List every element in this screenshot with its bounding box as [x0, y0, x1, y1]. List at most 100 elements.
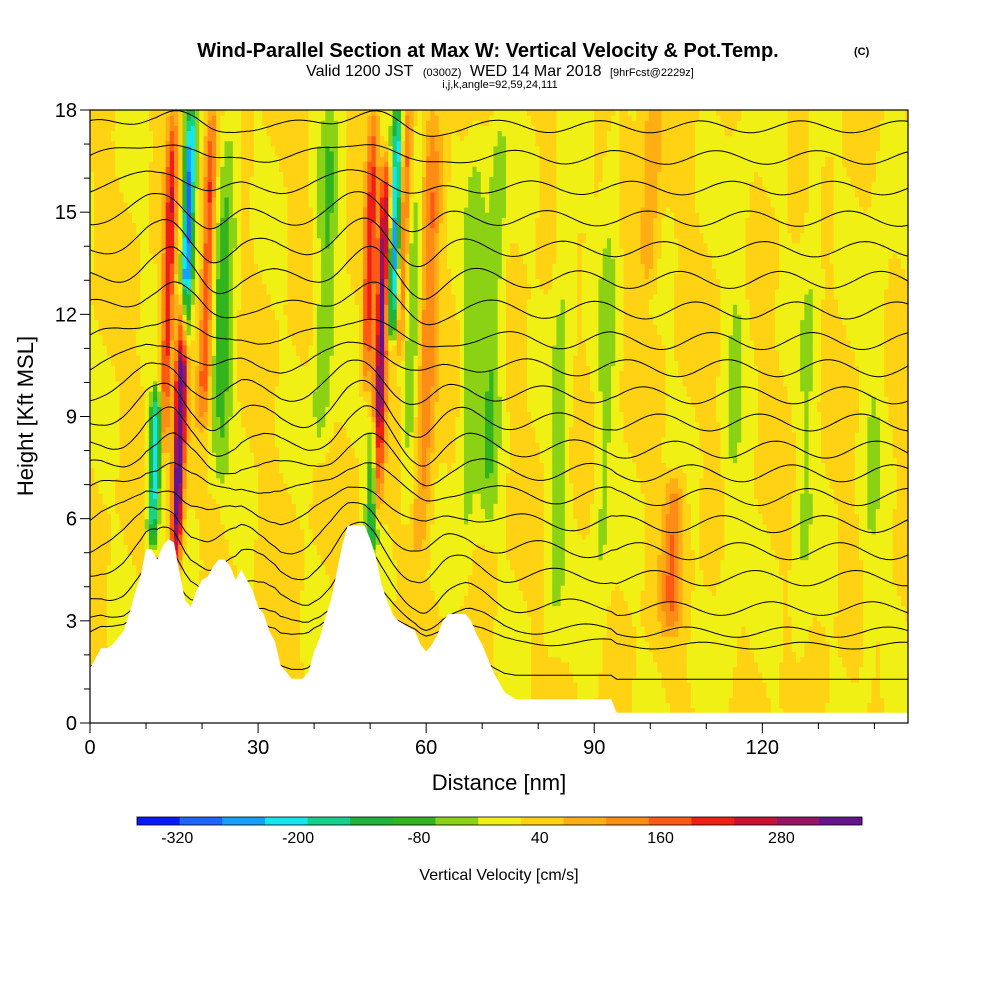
velocity-cell — [203, 207, 209, 213]
velocity-cell — [241, 176, 247, 183]
velocity-cell — [211, 140, 217, 147]
velocity-cell — [127, 416, 133, 423]
velocity-cell — [211, 273, 217, 280]
velocity-cell — [199, 457, 205, 464]
velocity-cell — [127, 472, 133, 479]
velocity-cell — [132, 513, 137, 520]
velocity-cell — [115, 493, 121, 499]
velocity-cell — [253, 253, 259, 259]
velocity-cell — [169, 115, 175, 121]
velocity-cell — [228, 293, 234, 300]
velocity-cell — [232, 513, 238, 520]
velocity-cell — [195, 436, 200, 443]
velocity-cell — [140, 431, 146, 438]
velocity-cell — [253, 314, 259, 321]
velocity-cell — [190, 411, 196, 418]
velocity-cell — [153, 299, 158, 305]
velocity-cell — [232, 181, 238, 188]
velocity-cell — [241, 380, 247, 387]
velocity-cell — [199, 324, 205, 331]
velocity-cell — [182, 329, 188, 336]
velocity-cell — [123, 390, 129, 397]
velocity-cell — [161, 462, 167, 469]
velocity-cell — [262, 406, 268, 412]
velocity-cell — [165, 314, 171, 321]
velocity-cell — [144, 329, 150, 336]
velocity-cell — [157, 314, 163, 321]
velocity-cell — [148, 344, 154, 351]
velocity-cell — [258, 513, 263, 520]
velocity-cell — [186, 401, 192, 407]
velocity-cell — [220, 242, 226, 249]
velocity-cell — [224, 375, 230, 382]
velocity-cell — [199, 166, 205, 172]
velocity-cell — [199, 201, 205, 208]
velocity-cell — [140, 488, 146, 494]
velocity-cell — [111, 544, 116, 550]
velocity-cell — [249, 237, 255, 244]
velocity-cell — [182, 299, 188, 305]
velocity-cell — [140, 416, 146, 423]
velocity-cell — [211, 258, 217, 264]
velocity-cell — [115, 631, 121, 637]
velocity-cell — [220, 375, 226, 382]
velocity-cell — [186, 365, 192, 372]
velocity-cell — [190, 125, 196, 132]
velocity-cell — [241, 217, 247, 223]
velocity-cell — [220, 278, 226, 285]
velocity-cell — [106, 590, 112, 596]
velocity-cell — [207, 554, 213, 561]
velocity-cell — [90, 472, 95, 479]
velocity-cell — [241, 365, 247, 372]
velocity-cell — [249, 426, 255, 433]
velocity-cell — [249, 268, 255, 275]
velocity-cell — [123, 299, 129, 305]
velocity-cell — [174, 344, 179, 351]
velocity-cell — [207, 533, 213, 540]
velocity-cell — [123, 380, 129, 387]
velocity-cell — [157, 263, 163, 269]
velocity-cell — [178, 161, 184, 167]
velocity-cell — [174, 472, 179, 479]
velocity-cell — [190, 421, 196, 428]
velocity-cell — [232, 299, 238, 305]
velocity-cell — [190, 191, 196, 198]
velocity-cell — [136, 488, 142, 494]
velocity-cell — [216, 472, 221, 479]
velocity-cell — [228, 247, 234, 254]
velocity-cell — [237, 161, 242, 167]
velocity-cell — [106, 610, 112, 617]
velocity-cell — [119, 273, 125, 280]
velocity-cell — [115, 288, 121, 295]
velocity-cell — [178, 539, 184, 545]
velocity-cell — [106, 518, 112, 525]
velocity-cell — [148, 513, 154, 520]
velocity-cell — [119, 191, 125, 198]
velocity-cell — [174, 217, 179, 223]
velocity-cell — [169, 360, 175, 367]
velocity-cell — [258, 365, 263, 372]
velocity-cell — [174, 324, 179, 331]
velocity-cell — [102, 283, 108, 290]
velocity-cell — [237, 309, 242, 315]
velocity-cell — [119, 263, 125, 269]
velocity-cell — [228, 523, 234, 530]
velocity-cell — [228, 207, 234, 213]
velocity-cell — [157, 176, 163, 183]
velocity-cell — [115, 278, 121, 285]
velocity-cell — [207, 370, 213, 377]
velocity-cell — [111, 431, 116, 438]
velocity-cell — [136, 431, 142, 438]
velocity-cell — [232, 232, 238, 239]
velocity-cell — [119, 493, 125, 499]
velocity-cell — [207, 299, 213, 305]
velocity-cell — [178, 472, 184, 479]
velocity-cell — [98, 600, 104, 607]
velocity-cell — [182, 390, 188, 397]
velocity-cell — [94, 355, 99, 361]
velocity-cell — [253, 191, 259, 198]
velocity-cell — [165, 263, 171, 269]
velocity-cell — [144, 288, 150, 295]
velocity-cell — [190, 472, 196, 479]
velocity-cell — [249, 498, 255, 504]
